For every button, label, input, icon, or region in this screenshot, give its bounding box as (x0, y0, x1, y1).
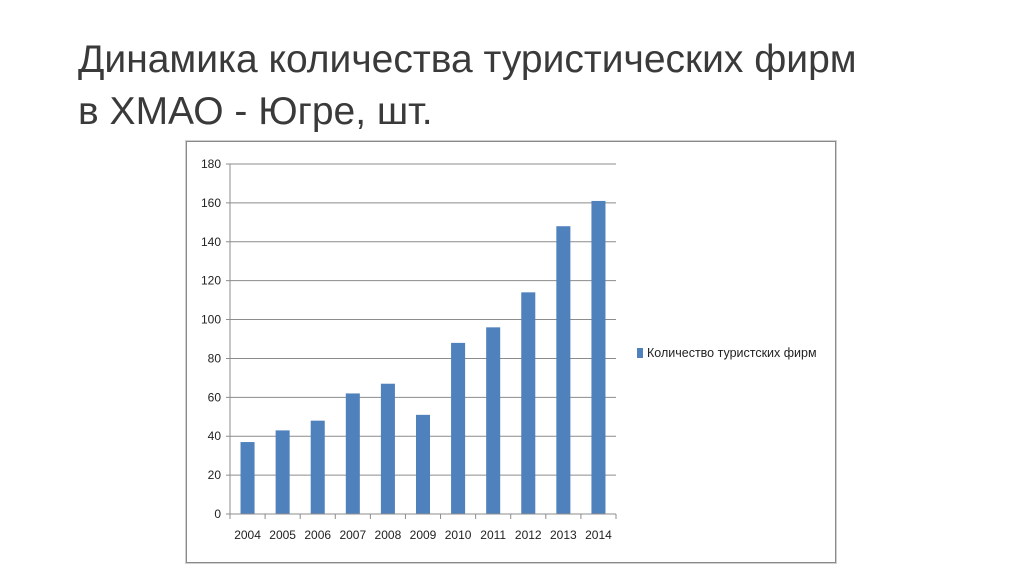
slide-title-line-1: Динамика количества туристических фирм (78, 38, 857, 81)
y-tick-label-40: 40 (208, 429, 222, 443)
y-tick-label-60: 60 (208, 390, 222, 404)
bar-2005 (275, 430, 290, 514)
x-tick-label-2009: 2009 (410, 528, 437, 542)
bar-2006 (310, 420, 325, 514)
bar-2009 (415, 414, 431, 514)
bar-2010 (451, 342, 466, 514)
slide-title: Динамика количества туристических фирм в… (78, 34, 978, 138)
x-tick-label-2004: 2004 (234, 528, 261, 542)
bar-2008 (380, 383, 395, 514)
x-tick-label-2005: 2005 (269, 528, 296, 542)
bar-2011 (486, 327, 501, 514)
x-tick-label-2007: 2007 (339, 528, 366, 542)
bar-2013 (556, 226, 571, 514)
x-tick-label-2014: 2014 (585, 528, 612, 542)
x-tick-label-2013: 2013 (550, 528, 577, 542)
y-axis-tick-labels: 0 20 40 60 80 100 120 140 160 180 (201, 157, 221, 521)
x-tick-label-2012: 2012 (515, 528, 542, 542)
gridlines (226, 163, 616, 476)
x-tick-label-2011: 2011 (480, 528, 506, 542)
chart-frame: 0 20 40 60 80 100 120 140 160 180 2004 2005 2006 200… (186, 141, 836, 563)
x-tick-label-2008: 2008 (375, 528, 402, 542)
y-tick-label-80: 80 (208, 351, 222, 365)
y-tick-label-120: 120 (201, 274, 221, 288)
y-tick-label-160: 160 (201, 196, 221, 210)
bar-2014 (591, 200, 606, 514)
y-tick-label-20: 20 (208, 468, 222, 482)
bars (240, 200, 606, 514)
y-tick-label-0: 0 (214, 507, 221, 521)
bar-2004 (240, 442, 255, 514)
slide-title-line-2: в ХМАО - Югре, шт. (78, 90, 433, 133)
bar-2012 (521, 292, 536, 514)
y-tick-label-180: 180 (201, 157, 221, 171)
legend-label: Количество туристских фирм (647, 346, 817, 360)
x-tick-label-2010: 2010 (445, 528, 472, 542)
axes (226, 164, 617, 519)
y-tick-label-100: 100 (201, 313, 221, 327)
x-tick-label-2006: 2006 (304, 528, 331, 542)
legend-swatch (637, 348, 643, 358)
legend: Количество туристских фирм (637, 346, 817, 360)
y-tick-label-140: 140 (201, 235, 221, 249)
x-axis-tick-labels: 2004 2005 2006 2007 2008 2009 2010 2011 2012 2013… (234, 528, 612, 542)
bar-2007 (345, 393, 360, 514)
